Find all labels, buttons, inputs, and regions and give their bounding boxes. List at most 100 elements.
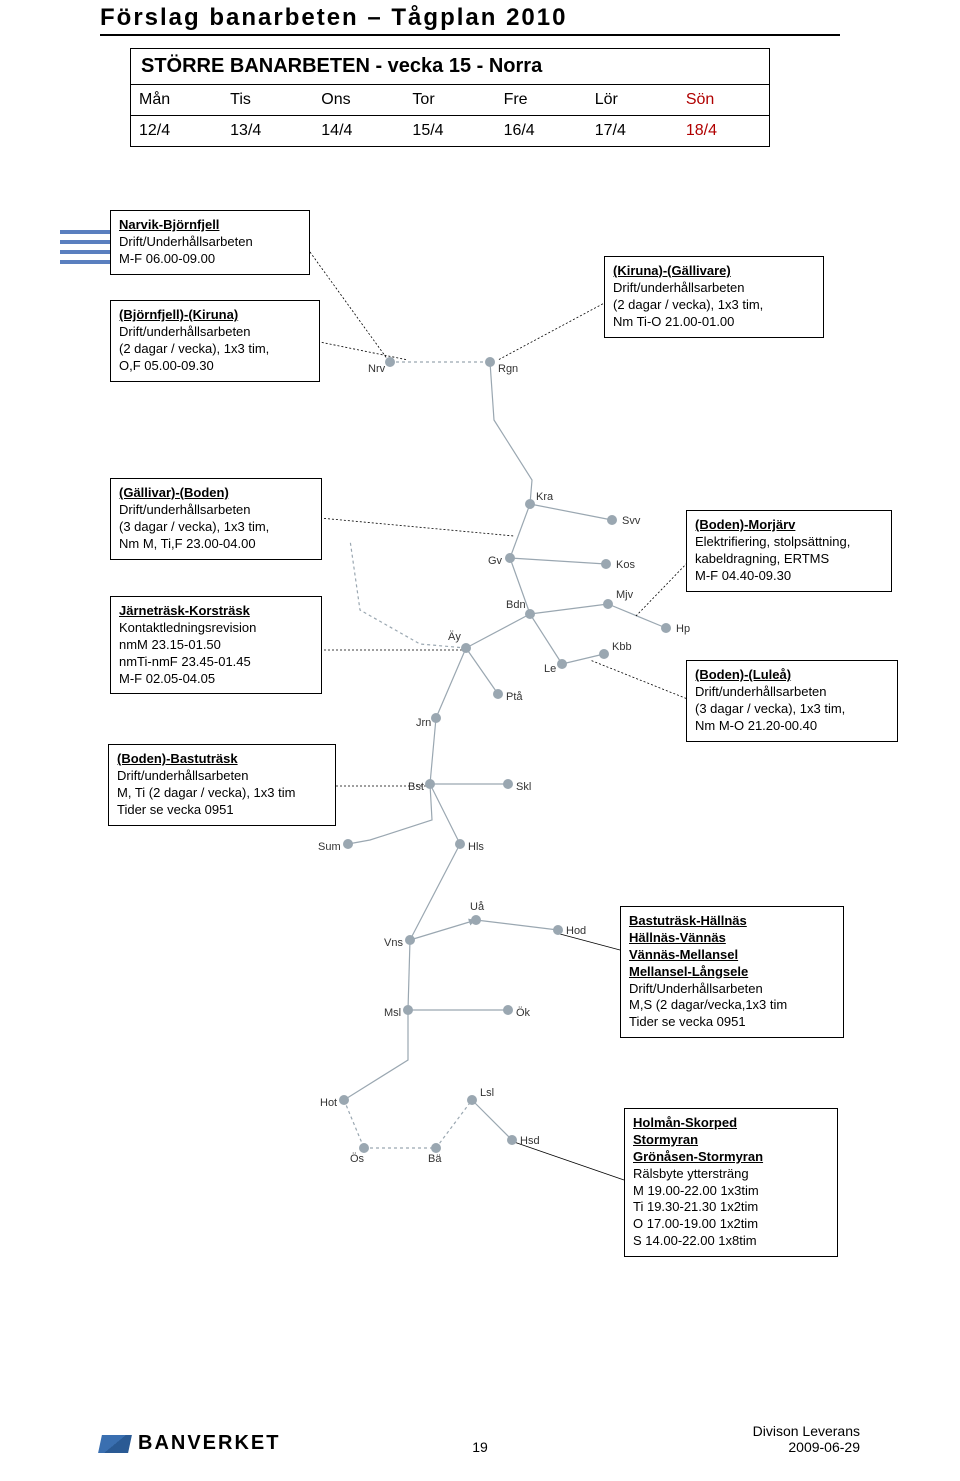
node-kra xyxy=(525,499,535,509)
leader-b10 xyxy=(514,1142,624,1180)
node-label-ay: Äy xyxy=(448,631,461,643)
node-label-msl: Msl xyxy=(384,1007,401,1019)
node-label-rgn: Rgn xyxy=(498,363,518,375)
node-ok xyxy=(503,1005,513,1015)
node-label-bst: Bst xyxy=(408,781,424,793)
node-label-kra: Kra xyxy=(536,491,554,503)
box-b4-line0: Drift/underhållsarbeten xyxy=(119,502,251,517)
node-bst xyxy=(425,779,435,789)
box-b5-line3: M-F 02.05-04.05 xyxy=(119,671,215,686)
edge-27 xyxy=(350,540,466,648)
edge-20 xyxy=(408,940,410,1010)
date-mon: 12/4 xyxy=(131,116,222,147)
box-b7-line1: kabeldragning, ERTMS xyxy=(695,551,829,566)
date-thu: 15/4 xyxy=(404,116,495,147)
box-b5-line0: Kontaktledningsrevision xyxy=(119,620,256,635)
logo-text: BANVERKET xyxy=(138,1432,280,1455)
edge-9 xyxy=(562,654,604,664)
box-b9-line1: M,S (2 dagar/vecka,1x3 tim xyxy=(629,997,787,1012)
box-b10-title2: Stormyran xyxy=(633,1132,698,1147)
edge-23 xyxy=(344,1100,364,1148)
node-label-hp: Hp xyxy=(676,623,690,635)
edge-5 xyxy=(510,558,530,614)
box-holman-skorped: Holmån-Skorped Stormyran Grönåsen-Stormy… xyxy=(624,1108,838,1257)
node-bdn xyxy=(525,609,535,619)
node-label-kos: Kos xyxy=(616,559,635,571)
node-label-nrv: Nrv xyxy=(368,363,386,375)
edge-11 xyxy=(466,648,498,694)
node-label-skl: Skl xyxy=(516,781,531,793)
box-b4-line1: (3 dagar / vecka), 1x3 tim, xyxy=(119,519,269,534)
box-b5-title: Järneträsk-Korsträsk xyxy=(119,603,250,618)
box-b3-line2: Nm Ti-O 21.00-01.00 xyxy=(613,314,734,329)
node-label-gv: Gv xyxy=(488,555,503,567)
node-label-ba: Bä xyxy=(428,1153,442,1165)
box-boden-lulea: (Boden)-(Luleå) Drift/underhållsarbeten … xyxy=(686,660,898,742)
box-b10-title1: Holmån-Skorped xyxy=(633,1115,737,1130)
box-bastutrask-hallnas: Bastuträsk-Hällnäs Hällnäs-Vännäs Vännäs… xyxy=(620,906,844,1038)
week-dates-row: 12/4 13/4 14/4 15/4 16/4 17/4 18/4 xyxy=(131,116,769,147)
node-label-hsd: Hsd xyxy=(520,1135,540,1147)
node-ay xyxy=(461,643,471,653)
day-wed: Ons xyxy=(313,85,404,116)
box-b8-line2: Nm M-O 21.20-00.40 xyxy=(695,718,817,733)
box-b8-title: (Boden)-(Luleå) xyxy=(695,667,791,682)
edge-3 xyxy=(510,504,530,558)
leader-b4 xyxy=(320,518,514,536)
leader-b3 xyxy=(498,300,610,360)
edge-22 xyxy=(344,1010,408,1100)
node-os xyxy=(359,1143,369,1153)
node-label-jrn: Jrn xyxy=(416,717,431,729)
date-sun: 18/4 xyxy=(678,116,769,147)
box-b10-line4: S 14.00-22.00 1x8tim xyxy=(633,1233,757,1248)
edge-13 xyxy=(430,718,436,784)
day-sun: Sön xyxy=(678,85,769,116)
box-gallivar-boden: (Gällivar)-(Boden) Drift/underhållsarbet… xyxy=(110,478,322,560)
node-label-ok: Ök xyxy=(516,1007,531,1019)
node-ua xyxy=(471,915,481,925)
box-b9-title3: Vännäs-Mellansel xyxy=(629,947,738,962)
week-table: STÖRRE BANARBETEN - vecka 15 - Norra Mån… xyxy=(130,48,770,147)
box-b5-line1: nmM 23.15-01.50 xyxy=(119,637,221,652)
leader-b1 xyxy=(310,252,388,360)
box-b2-line0: Drift/underhållsarbeten xyxy=(119,324,251,339)
footer-logo: BANVERKET xyxy=(100,1432,280,1455)
edge-10 xyxy=(466,614,530,648)
box-b9-title1: Bastuträsk-Hällnäs xyxy=(629,913,747,928)
node-svv xyxy=(607,515,617,525)
box-b10-line0: Rälsbyte yttersträng xyxy=(633,1166,749,1181)
node-skl xyxy=(503,779,513,789)
day-sat: Lör xyxy=(587,85,678,116)
box-b10-line3: O 17.00-19.00 1x2tim xyxy=(633,1216,758,1231)
box-b8-line0: Drift/underhållsarbeten xyxy=(695,684,827,699)
node-label-hls: Hls xyxy=(468,841,484,853)
box-b10-line2: Ti 19.30-21.30 1x2tim xyxy=(633,1199,758,1214)
box-jarnetrask-korstrask: Järneträsk-Korsträsk Kontaktledningsrevi… xyxy=(110,596,322,694)
node-label-hot: Hot xyxy=(320,1097,337,1109)
node-hsd xyxy=(507,1135,517,1145)
box-b9-line0: Drift/Underhållsarbeten xyxy=(629,981,763,996)
node-hod xyxy=(553,925,563,935)
footer-date: 2009-06-29 xyxy=(753,1439,860,1455)
node-gv xyxy=(505,553,515,563)
box-b4-title: (Gällivar)-(Boden) xyxy=(119,485,229,500)
edge-4 xyxy=(510,558,606,564)
date-tue: 13/4 xyxy=(222,116,313,147)
box-b10-title3: Grönåsen-Stormyran xyxy=(633,1149,763,1164)
week-days-row: Mån Tis Ons Tor Fre Lör Sön xyxy=(131,85,769,116)
edge-17 xyxy=(410,844,460,940)
node-hp xyxy=(661,623,671,633)
edge-2 xyxy=(530,504,612,520)
day-tue: Tis xyxy=(222,85,313,116)
leader-b8 xyxy=(590,660,690,700)
edge-19 xyxy=(476,920,558,930)
edge-25 xyxy=(436,1100,472,1148)
box-b3-line1: (2 dagar / vecka), 1x3 tim, xyxy=(613,297,763,312)
node-le xyxy=(557,659,567,669)
box-b9-title4: Mellansel-Långsele xyxy=(629,964,748,979)
node-label-pta: Ptå xyxy=(506,691,523,703)
box-b6-line1: M, Ti (2 dagar / vecka), 1x3 tim xyxy=(117,785,295,800)
logo-mark-icon xyxy=(98,1435,132,1453)
box-b1-line1: M-F 06.00-09.00 xyxy=(119,251,215,266)
node-label-os: Ös xyxy=(350,1153,365,1165)
